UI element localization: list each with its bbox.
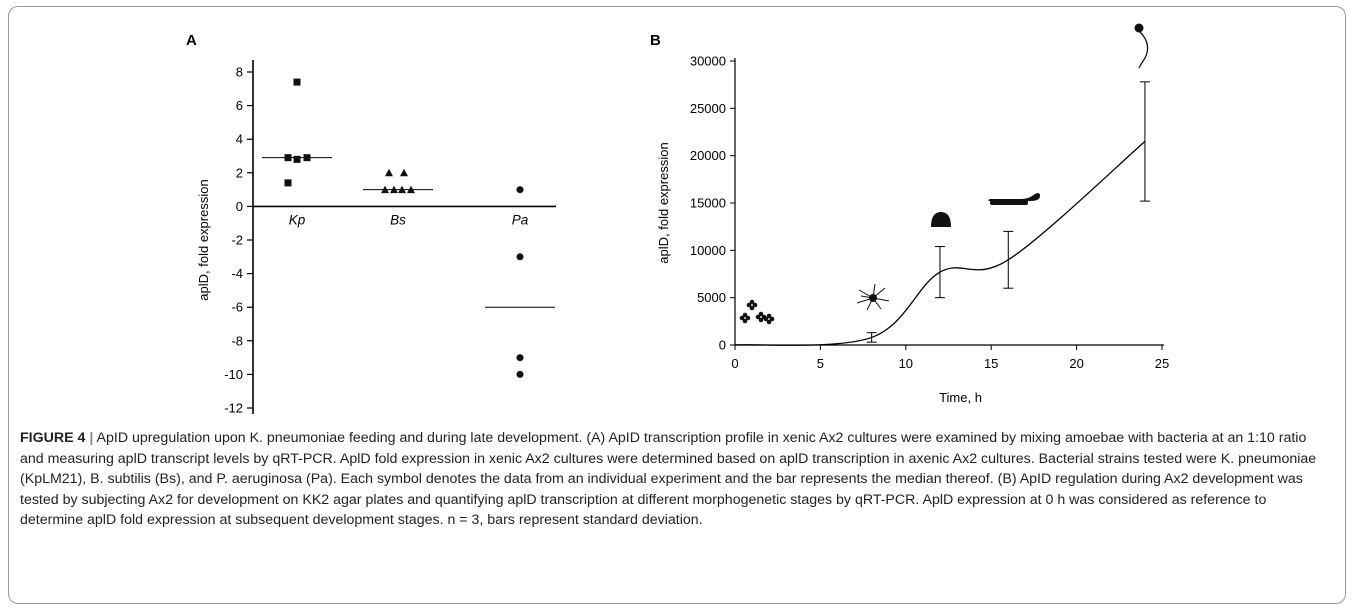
data-point-square (284, 154, 292, 162)
x-tick-label: 10 (899, 356, 913, 371)
y-tick-label: 5000 (697, 290, 726, 305)
amoeba-cell (758, 317, 764, 323)
amoeba-cell (766, 313, 772, 319)
stream-line (872, 283, 876, 299)
data-point-triangle (390, 185, 398, 194)
y-tick-label: -12 (224, 401, 243, 416)
caption-label: FIGURE 4 | (20, 430, 94, 446)
chart-a: 8 6 4 2 0 -2 -4 -6 -8 -10 -12 aplD, fold expression… (196, 60, 556, 416)
y-tick-label: 6 (236, 98, 243, 113)
x-tick-label: 20 (1069, 356, 1083, 371)
y-tick-label: 8 (236, 65, 243, 80)
amoeba-cell (742, 318, 748, 324)
amoeba-cell (769, 316, 775, 322)
panel-b-label: B (650, 32, 661, 49)
amoeba-cell (752, 302, 758, 308)
y-tick-label: -2 (231, 233, 243, 248)
y-tick-label: 25000 (690, 101, 726, 116)
stream-line (872, 287, 886, 299)
expression-curve (734, 140, 1146, 346)
y-tick-label: -8 (231, 333, 243, 348)
fruiting-body-icon (1134, 23, 1149, 69)
stream-line (860, 295, 874, 299)
fruiting-body-head (1134, 23, 1144, 33)
y-axis-title: aplD, fold expression (196, 179, 211, 300)
data-point-circle (516, 186, 524, 194)
figure-caption: FIGURE 4 | ApID upregulation upon K. pne… (20, 428, 1330, 531)
y-tick-label: 0 (236, 199, 243, 214)
data-point-square (303, 154, 311, 162)
caption-paragraph: FIGURE 4 | ApID upregulation upon K. pne… (20, 428, 1330, 531)
stream-line (866, 297, 874, 311)
y-tick-label: -6 (231, 300, 243, 315)
amoeba-cell (755, 314, 761, 320)
y-tick-label: -4 (231, 266, 243, 281)
x-axis-title: Time, h (939, 390, 982, 405)
slug-shape (988, 193, 1040, 201)
streaming-aggregate-icon (856, 283, 890, 311)
x-tick-label: 0 (731, 356, 738, 371)
mound-icon (931, 212, 951, 227)
stream-line (872, 297, 882, 310)
y-axis-title: aplD, fold expression (656, 142, 671, 263)
stream-line (872, 297, 890, 302)
data-point-triangle (385, 168, 393, 177)
mound-shape (931, 212, 951, 227)
panel-a-label: A (186, 32, 197, 49)
x-tick-label: 5 (817, 356, 824, 371)
y-tick-label: 10000 (690, 243, 726, 258)
chart-b: 0 5000 10000 15000 20000 25000 30000 0 5 10 15 20 25… (656, 23, 1169, 405)
x-category-label: Bs (390, 212, 406, 227)
fruiting-body-stalk (1138, 31, 1149, 69)
data-point-triangle (407, 185, 415, 194)
y-tick-label: -10 (224, 367, 243, 382)
stream-line (858, 289, 874, 299)
amoebae-aggregates-icon (739, 299, 775, 325)
x-category-label: Pa (512, 212, 529, 227)
data-point-circle (516, 354, 524, 362)
slug-icon (988, 193, 1040, 205)
data-point-circle (516, 370, 524, 378)
y-tick-label: 20000 (690, 148, 726, 163)
y-tick-label: 2 (236, 165, 243, 180)
data-point-square (293, 155, 301, 163)
caption-text: ApID upregulation upon K. pneumoniae fee… (20, 430, 1317, 529)
stream-line (856, 297, 874, 304)
data-point-square (293, 78, 301, 86)
y-tick-label: 4 (236, 132, 243, 147)
figure-frame (8, 6, 1346, 604)
x-category-label: Kp (289, 212, 306, 227)
y-tick-label: 15000 (690, 196, 726, 211)
amoeba-cell (758, 311, 764, 317)
amoeba-cell (745, 315, 751, 321)
y-tick-label: 0 (719, 338, 726, 353)
amoeba-cell (749, 299, 755, 305)
data-point-square (284, 179, 292, 187)
slug-body (990, 200, 1028, 205)
amoeba-cell (746, 302, 752, 308)
x-tick-label: 25 (1155, 356, 1169, 371)
amoeba-cell (763, 316, 769, 322)
data-point-triangle (400, 168, 408, 177)
x-tick-label: 15 (984, 356, 998, 371)
data-point-triangle (381, 185, 389, 194)
amoeba-cell (749, 305, 755, 311)
amoeba-cell (739, 315, 745, 321)
data-point-triangle (398, 185, 406, 194)
data-point-circle (516, 253, 524, 261)
amoeba-cell (742, 312, 748, 318)
y-tick-label: 30000 (690, 54, 726, 69)
amoeba-cell (766, 319, 772, 325)
